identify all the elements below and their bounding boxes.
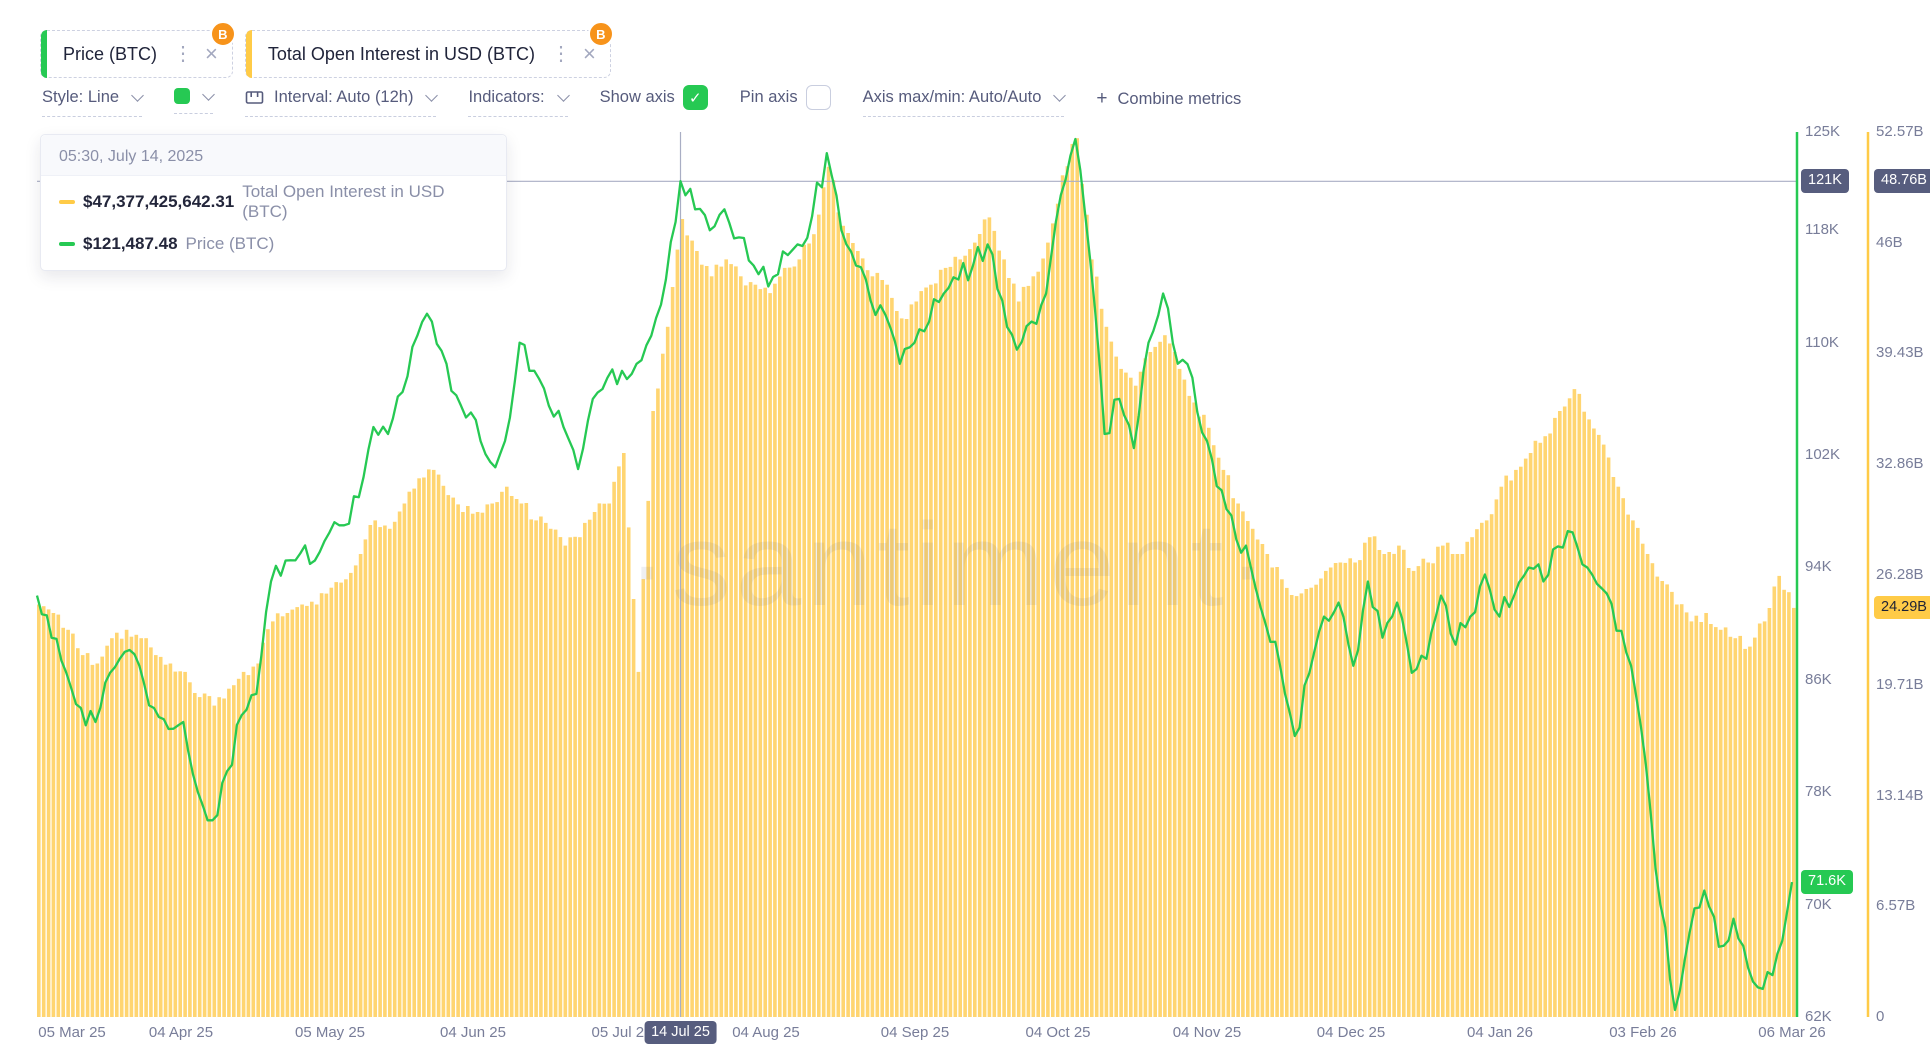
chevron-down-icon (556, 89, 570, 102)
interval-selector[interactable]: Interval: Auto (12h) (245, 88, 439, 117)
combine-metrics-button[interactable]: + Combine metrics (1096, 88, 1241, 119)
oi-axis-tick: 32.86B (1876, 455, 1924, 472)
check-icon: ✓ (689, 89, 702, 107)
oi-crosshair-badge: 48.76B (1874, 169, 1930, 193)
x-axis-tick: 04 Dec 25 (1316, 1024, 1386, 1041)
price-axis-tick: 94K (1805, 558, 1832, 575)
pin-axis-checkbox[interactable] (805, 85, 831, 110)
interval-icon (245, 91, 264, 104)
oi-axis-tick: 19.71B (1876, 676, 1924, 693)
tab-price-btc[interactable]: Price (BTC) ⋮ × B (40, 21, 236, 78)
tab-label: Total Open Interest in USD (BTC) (267, 43, 535, 64)
date-crosshair-badge: 14 Jul 25 (644, 1021, 717, 1045)
tab-close-icon[interactable]: × (205, 41, 218, 66)
tab-options-kebab-icon[interactable]: ⋮ (550, 43, 571, 65)
tab-close-icon[interactable]: × (582, 41, 596, 66)
color-swatch-selector[interactable] (174, 87, 215, 114)
tooltip-row-open-interest: $47,377,425,642.31 Total Open Interest i… (41, 176, 506, 228)
oi-axis-tick: 6.57B (1876, 897, 1916, 914)
price-axis-tick: 86K (1805, 671, 1832, 688)
chevron-down-icon (131, 89, 144, 102)
price-axis-tick: 70K (1805, 896, 1832, 913)
tab-total-open-interest[interactable]: Total Open Interest in USD (BTC) ⋮ × B (244, 21, 614, 78)
oi-current-badge: 24.29B (1874, 596, 1930, 620)
price-axis-tick: 78K (1805, 783, 1832, 800)
price-axis-tick: 102K (1805, 446, 1841, 463)
x-axis-tick: 04 Sep 25 (880, 1024, 950, 1041)
style-selector-label: Style: Line (42, 88, 120, 106)
price-line (35, 137, 1794, 1012)
oi-series-dash-icon (59, 200, 75, 204)
tab-accent-bar (41, 30, 47, 78)
santiment-watermark: ·santiment· (627, 499, 1272, 631)
tooltip-price-label: Price (BTC) (185, 234, 275, 253)
btc-badge-icon: B (209, 21, 236, 47)
axis-maxmin-label: Axis max/min: Auto/Auto (862, 88, 1042, 106)
x-axis-tick: 03 Feb 26 (1609, 1024, 1677, 1041)
price-crosshair-badge: 121K (1801, 169, 1849, 193)
tooltip-oi-value: $47,377,425,642.31 (83, 192, 235, 211)
show-axis-label: Show axis (599, 88, 675, 106)
oi-axis-tick: 46B (1876, 234, 1903, 251)
interval-selector-label: Interval: Auto (12h) (274, 88, 414, 106)
series-color-swatch[interactable] (174, 88, 191, 104)
tab-accent-bar (245, 30, 252, 78)
x-axis-tick: 04 Oct 25 (1025, 1024, 1091, 1041)
x-axis-tick: 04 Nov 25 (1172, 1024, 1242, 1041)
tooltip-timestamp: 05:30, July 14, 2025 (41, 135, 506, 176)
x-axis-tick: 05 Jul 25 (591, 1024, 653, 1041)
oi-axis-tick: 26.28B (1876, 566, 1924, 583)
x-axis-tick: 06 Mar 26 (1758, 1024, 1826, 1041)
oi-axis-tick: 13.14B (1876, 787, 1924, 804)
price-axis-tick: 110K (1805, 334, 1839, 351)
axis-maxmin-selector[interactable]: Axis max/min: Auto/Auto (862, 88, 1067, 117)
chart-tooltip: 05:30, July 14, 2025 $47,377,425,642.31 … (40, 134, 507, 271)
x-axis-tick: 05 Mar 25 (38, 1024, 106, 1041)
show-axis-checkbox[interactable]: ✓ (682, 85, 708, 110)
tab-options-kebab-icon[interactable]: ⋮ (173, 43, 193, 65)
tooltip-row-price: $121,487.48 Price (BTC) (41, 228, 506, 270)
btc-badge-icon: B (587, 21, 614, 47)
price-series-dash-icon (59, 242, 75, 246)
price-axis-tick: 125K (1805, 123, 1841, 140)
show-axis-toggle[interactable]: Show axis ✓ (599, 85, 708, 116)
oi-axis-tick: 39.43B (1876, 344, 1924, 361)
pin-axis-toggle[interactable]: Pin axis (739, 85, 831, 116)
chevron-down-icon (1053, 89, 1067, 102)
style-selector[interactable]: Style: Line (42, 88, 144, 117)
oi-axis-tick: 52.57B (1876, 123, 1924, 140)
x-axis-tick: 04 Jan 26 (1467, 1024, 1533, 1041)
x-axis-tick: 04 Apr 25 (148, 1024, 214, 1041)
plus-icon: + (1096, 88, 1108, 109)
metric-tabs-row: Price (BTC) ⋮ × B Total Open Interest in… (40, 21, 614, 78)
oi-axis-tick: 0 (1876, 1008, 1885, 1025)
chevron-down-icon (425, 89, 439, 102)
x-axis-tick: 04 Aug 25 (732, 1024, 800, 1041)
chevron-down-icon (202, 87, 215, 101)
x-axis-tick: 04 Jun 25 (440, 1024, 506, 1041)
tab-label: Price (BTC) (63, 43, 157, 64)
pin-axis-label: Pin axis (739, 88, 798, 106)
price-current-badge: 71.6K (1801, 870, 1853, 894)
indicators-selector[interactable]: Indicators: (468, 88, 570, 117)
tooltip-price-value: $121,487.48 (83, 234, 178, 253)
combine-metrics-label: Combine metrics (1117, 89, 1242, 108)
chart-toolbar: Style: Line Interval: Auto (12h) Indicat… (42, 85, 1241, 119)
tooltip-oi-label: Total Open Interest in USD (BTC) (242, 182, 445, 221)
price-axis-tick: 62K (1805, 1008, 1832, 1025)
price-axis-tick: 118K (1805, 221, 1839, 238)
x-axis-tick: 05 May 25 (294, 1024, 366, 1041)
indicators-selector-label: Indicators: (468, 88, 545, 106)
